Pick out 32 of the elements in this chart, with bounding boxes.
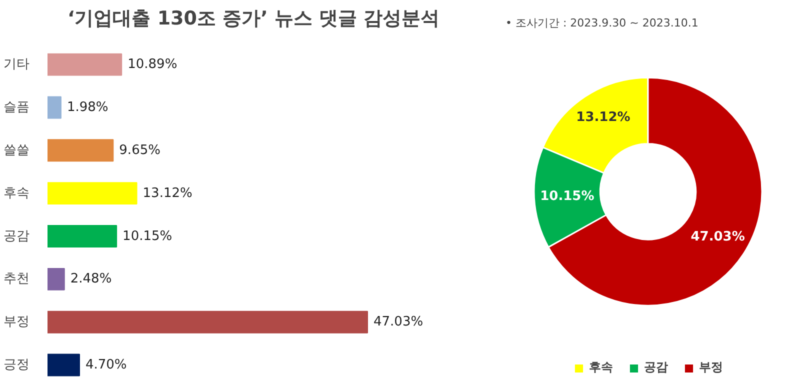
bar (48, 182, 138, 205)
y-tick-label: 긍정 (4, 358, 30, 373)
y-tick-label: 추천 (4, 272, 30, 287)
data-label: 10.89% (128, 57, 178, 72)
y-tick-label: 슬픔 (4, 100, 30, 115)
bar (48, 225, 118, 248)
chart-title: ‘기업대출 130조 증가’ 뉴스 댓글 감성분석 (68, 8, 440, 30)
bar (48, 310, 368, 334)
y-tick-label: 부정 (4, 314, 30, 330)
text: • 조사기간 : 2023.9.30 ~ 2023.10.1 (506, 16, 698, 30)
bar (48, 96, 62, 119)
bar (48, 268, 65, 290)
data-label: 2.48% (70, 272, 112, 287)
data-label: 9.65% (119, 142, 160, 158)
y-tick-label: 기타 (4, 57, 30, 72)
data-label: 1.98% (66, 100, 108, 115)
legend-label: 부정 (699, 359, 723, 376)
y-tick-label: 후속 (4, 186, 30, 201)
bar (48, 139, 114, 162)
data-label: 13.12% (576, 110, 630, 125)
data-label: 10.15% (540, 189, 594, 204)
legend-label: 후속 (589, 359, 613, 376)
y-tick-label: 쓸쓸 (4, 142, 30, 158)
bar (48, 354, 80, 376)
data-label: 4.70% (85, 358, 127, 373)
data-label: 10.15% (122, 228, 172, 244)
legend-label: 공감 (644, 359, 668, 376)
y-tick-label: 공감 (4, 228, 30, 244)
data-label: 13.12% (142, 186, 192, 201)
data-label: 47.03% (374, 314, 424, 330)
bar (48, 53, 122, 76)
data-label: 47.03% (690, 229, 745, 244)
